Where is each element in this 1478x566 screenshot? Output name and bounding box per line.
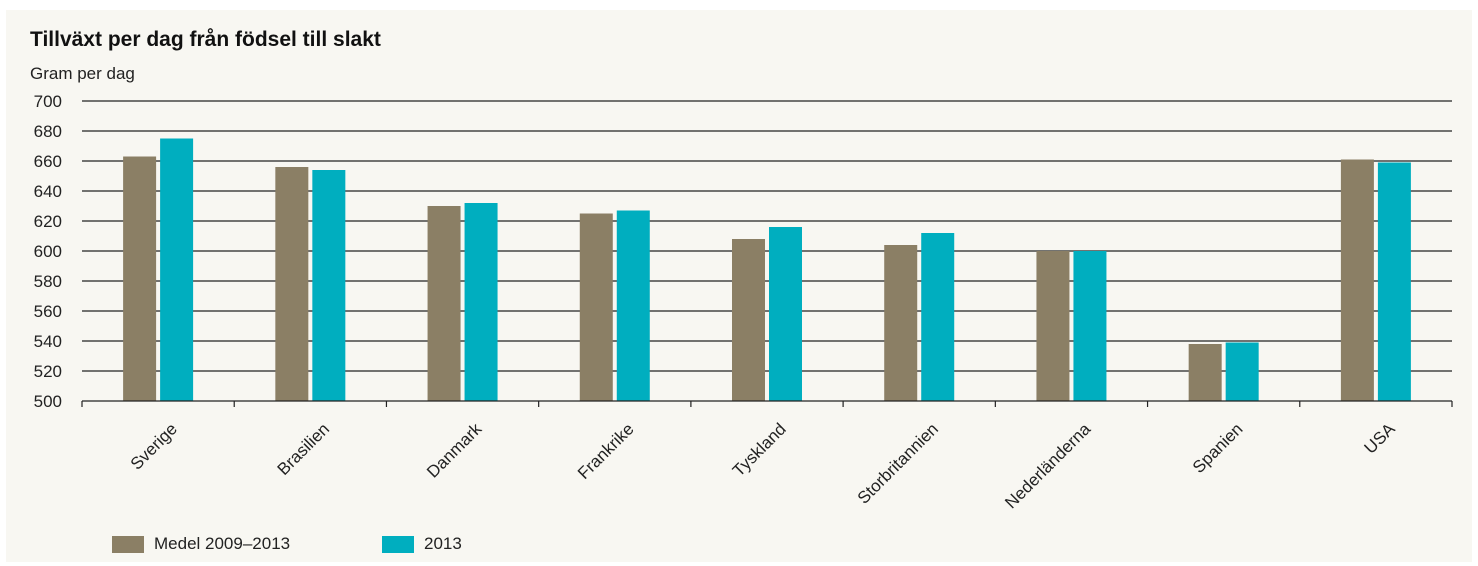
y-tick-label: 500 [34, 392, 62, 411]
y-tick-label: 540 [34, 332, 62, 351]
x-tick-label: Tyskland [729, 419, 790, 480]
bar-2013-usa [1377, 162, 1411, 401]
x-tick-label: Sverige [127, 419, 181, 473]
y-tick-label: 600 [34, 242, 62, 261]
y-tick-label: 620 [34, 212, 62, 231]
bar-medel-storbritannien [884, 245, 918, 401]
x-tick-label: Storbritannien [854, 419, 942, 507]
y-tick-label: 660 [34, 152, 62, 171]
bar-medel-frankrike [579, 213, 613, 401]
bar-medel-danmark [427, 206, 461, 401]
y-tick-label: 680 [34, 122, 62, 141]
x-tick-label: Spanien [1189, 419, 1247, 477]
bar-2013-frankrike [616, 210, 650, 401]
bar-2013-brasilien [312, 170, 346, 401]
y-tick-label: 520 [34, 362, 62, 381]
bar-2013-nederländerna [1073, 251, 1107, 401]
bar-2013-spanien [1225, 342, 1259, 401]
legend-swatch-series-2 [382, 535, 414, 553]
bar-medel-spanien [1188, 344, 1222, 401]
chart-title: Tillväxt per dag från födsel till slakt [30, 28, 381, 51]
legend-label-series-2: 2013 [424, 534, 462, 553]
x-tick-label: Brasilien [274, 419, 334, 479]
bar-medel-tyskland [732, 239, 765, 401]
y-tick-label: 700 [34, 92, 62, 111]
y-tick-label: 640 [34, 182, 62, 201]
y-tick-label: 560 [34, 302, 62, 321]
legend-swatch-series-1 [112, 535, 144, 553]
bar-medel-usa [1340, 159, 1374, 401]
legend-item-series-1: Medel 2009–2013 [112, 534, 290, 554]
bar-medel-brasilien [275, 167, 309, 401]
bar-2013-sverige [160, 138, 194, 401]
bar-2013-tyskland [769, 227, 802, 401]
y-tick-label: 580 [34, 272, 62, 291]
legend-item-series-2: 2013 [382, 534, 462, 554]
bar-2013-danmark [464, 203, 498, 401]
bar-medel-nederländerna [1036, 251, 1070, 401]
x-tick-label: Danmark [423, 419, 486, 482]
x-tick-label: Nederländerna [1001, 419, 1094, 512]
bar-medel-sverige [123, 156, 157, 401]
bar-2013-storbritannien [921, 233, 955, 401]
x-tick-label: USA [1361, 419, 1400, 458]
legend-label-series-1: Medel 2009–2013 [154, 534, 291, 553]
y-axis-label: Gram per dag [30, 64, 135, 83]
x-tick-label: Frankrike [574, 419, 638, 483]
